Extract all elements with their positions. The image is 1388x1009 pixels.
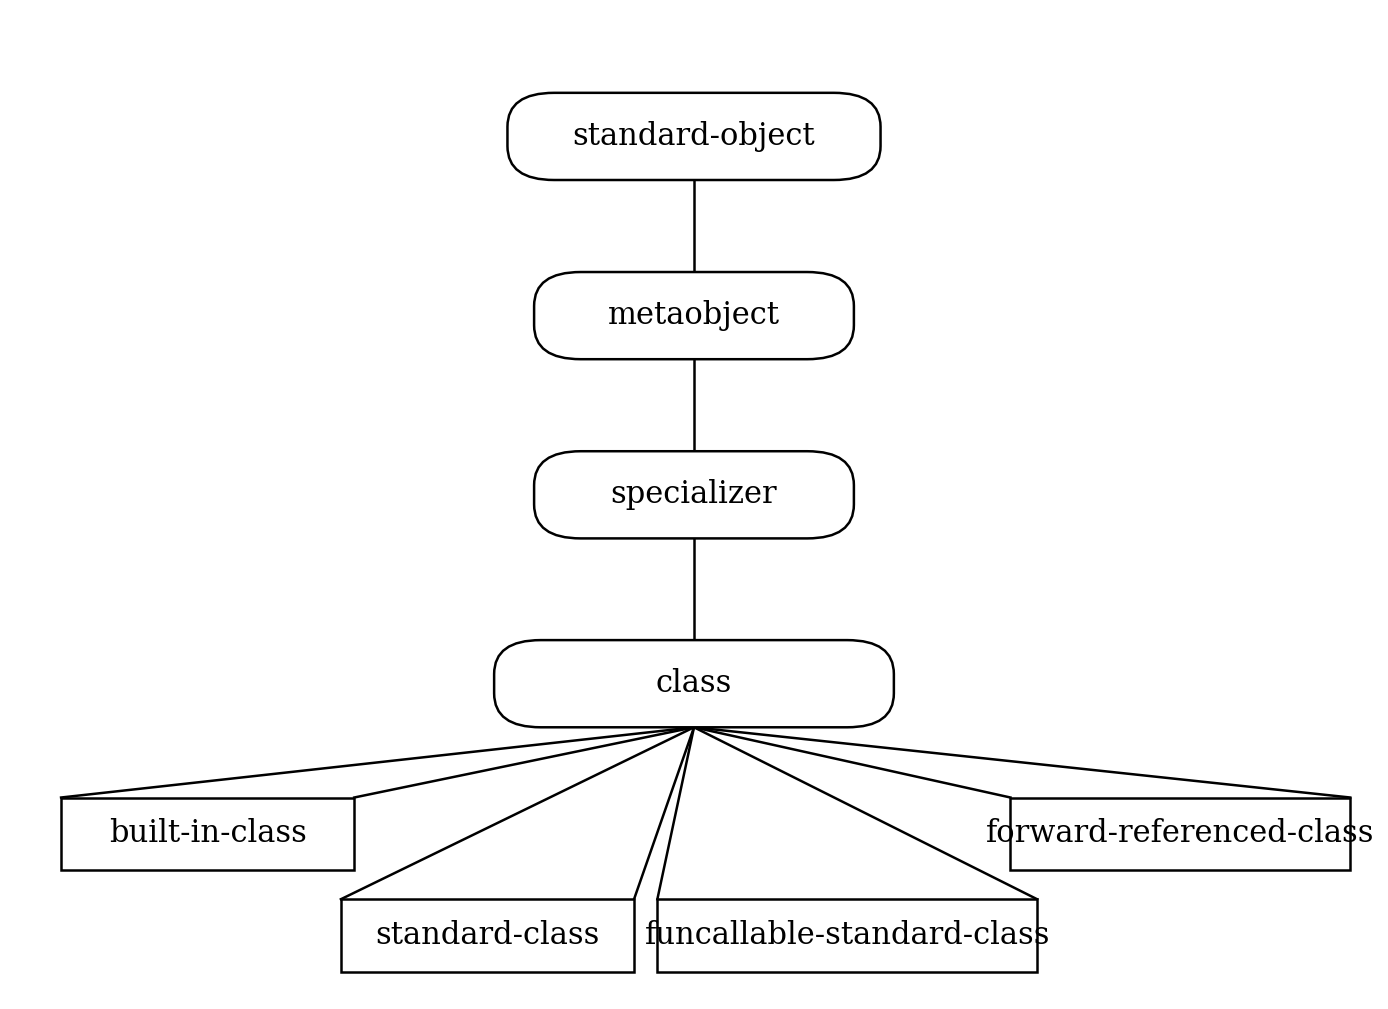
FancyBboxPatch shape <box>534 451 854 539</box>
Text: class: class <box>655 668 733 699</box>
Bar <box>61 797 354 870</box>
Text: funcallable-standard-class: funcallable-standard-class <box>644 920 1049 951</box>
Text: standard-class: standard-class <box>375 920 600 951</box>
Text: specializer: specializer <box>611 479 777 511</box>
Bar <box>658 899 1037 972</box>
FancyBboxPatch shape <box>494 640 894 727</box>
Text: metaobject: metaobject <box>608 300 780 331</box>
FancyBboxPatch shape <box>534 272 854 359</box>
Bar <box>341 899 634 972</box>
Bar <box>1010 797 1351 870</box>
Text: forward-referenced-class: forward-referenced-class <box>985 818 1374 850</box>
Text: built-in-class: built-in-class <box>108 818 307 850</box>
Text: standard-object: standard-object <box>573 121 815 152</box>
FancyBboxPatch shape <box>508 93 880 180</box>
